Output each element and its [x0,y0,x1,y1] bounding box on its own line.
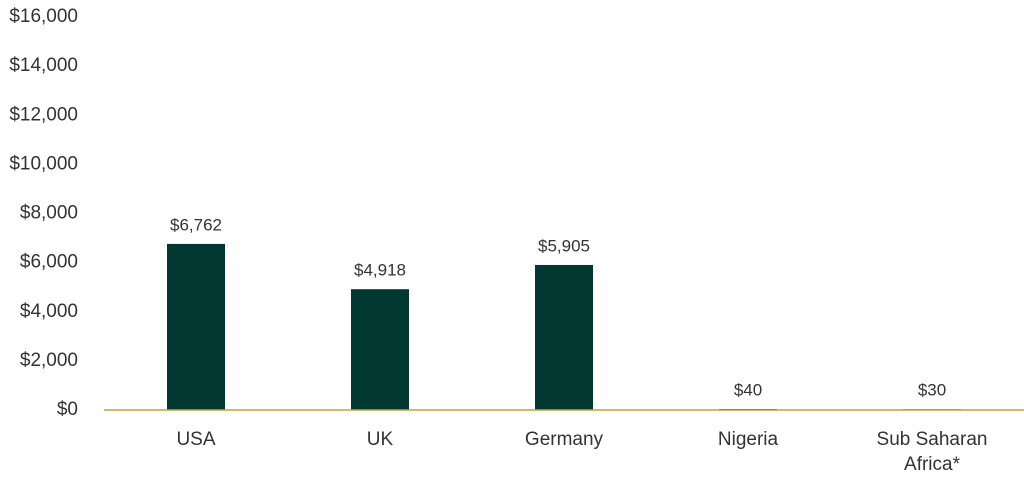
value-label: $4,918 [354,261,406,280]
y-tick-label: $2,000 [20,350,78,371]
bar [535,264,593,410]
y-tick-label: $14,000 [9,55,78,76]
x-tick-label: UK [367,429,394,450]
value-label: $30 [918,381,946,400]
x-tick-label: Nigeria [718,429,779,450]
y-tick-label: $16,000 [9,6,78,27]
y-tick-label: $12,000 [9,104,78,125]
y-tick-label: $8,000 [20,203,78,224]
bar [167,243,225,410]
y-tick-label: $6,000 [20,252,78,273]
value-label: $6,762 [170,215,222,234]
x-tick-label: USA [176,429,215,450]
x-tick-label: Sub Saharan Africa* [877,429,988,475]
y-tick-label: $0 [57,399,78,420]
bar [351,289,409,410]
y-tick-label: $10,000 [9,153,78,174]
value-label: $40 [734,381,762,400]
x-tick-label: Germany [525,429,604,450]
value-label: $5,905 [538,236,590,255]
y-tick-label: $4,000 [20,301,78,322]
